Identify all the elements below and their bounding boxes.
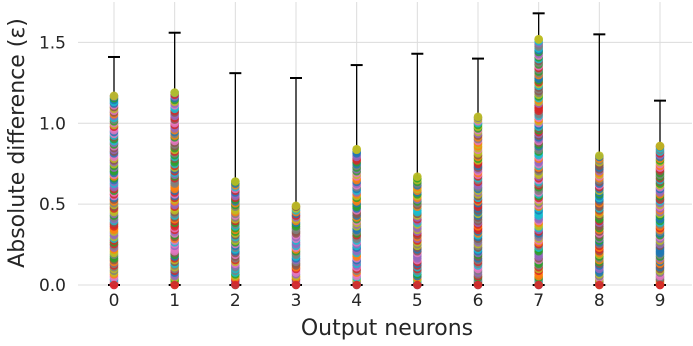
- x-tick-label: 6: [473, 291, 484, 311]
- data-point: [473, 112, 483, 122]
- x-tick-label: 4: [351, 291, 362, 311]
- data-point: [352, 144, 361, 154]
- data-point: [413, 172, 422, 181]
- x-tick-label: 7: [533, 291, 544, 311]
- plot-background: [78, 2, 692, 285]
- data-point: [413, 280, 422, 290]
- y-tick-label: 1.5: [39, 33, 66, 53]
- data-point: [655, 141, 665, 151]
- point-column-2: [231, 177, 240, 290]
- data-point: [231, 280, 240, 290]
- point-column-8: [595, 151, 604, 290]
- data-point: [170, 280, 179, 290]
- y-tick-label: 0.5: [39, 195, 66, 215]
- data-point: [655, 280, 665, 290]
- point-column-6: [473, 112, 483, 290]
- x-tick-label: 5: [412, 291, 423, 311]
- data-point: [231, 177, 240, 186]
- data-point: [595, 280, 604, 290]
- y-tick-labels: 0.0 0.5 1.0 1.5: [39, 33, 66, 296]
- data-point: [109, 91, 119, 101]
- x-tick-label: 2: [230, 291, 241, 311]
- data-point: [109, 280, 119, 290]
- point-column-9: [655, 141, 665, 290]
- x-tick-label: 1: [169, 291, 180, 311]
- data-point: [595, 151, 604, 160]
- data-points: [109, 34, 665, 290]
- data-point: [473, 280, 483, 290]
- x-tick-label: 0: [109, 291, 120, 311]
- x-tick-labels: 0 1 2 3 4 5 6 7 8 9: [109, 291, 666, 311]
- point-column-0: [109, 91, 119, 290]
- x-tick-label: 8: [594, 291, 605, 311]
- data-point: [291, 280, 301, 290]
- data-point: [352, 280, 361, 290]
- data-point: [534, 280, 543, 290]
- point-column-3: [291, 201, 301, 290]
- data-point: [534, 34, 543, 44]
- x-tick-label: 3: [291, 291, 302, 311]
- data-point: [291, 201, 301, 211]
- point-column-7: [534, 34, 543, 290]
- y-tick-label: 0.0: [39, 276, 66, 296]
- y-tick-label: 1.0: [39, 114, 66, 134]
- point-column-5: [413, 172, 422, 290]
- x-tick-label: 9: [655, 291, 666, 311]
- point-column-4: [352, 144, 361, 290]
- data-point: [170, 88, 179, 97]
- point-column-1: [170, 88, 179, 290]
- y-axis-title: Absolute difference (ε): [5, 18, 30, 268]
- x-axis-title: Output neurons: [301, 316, 473, 341]
